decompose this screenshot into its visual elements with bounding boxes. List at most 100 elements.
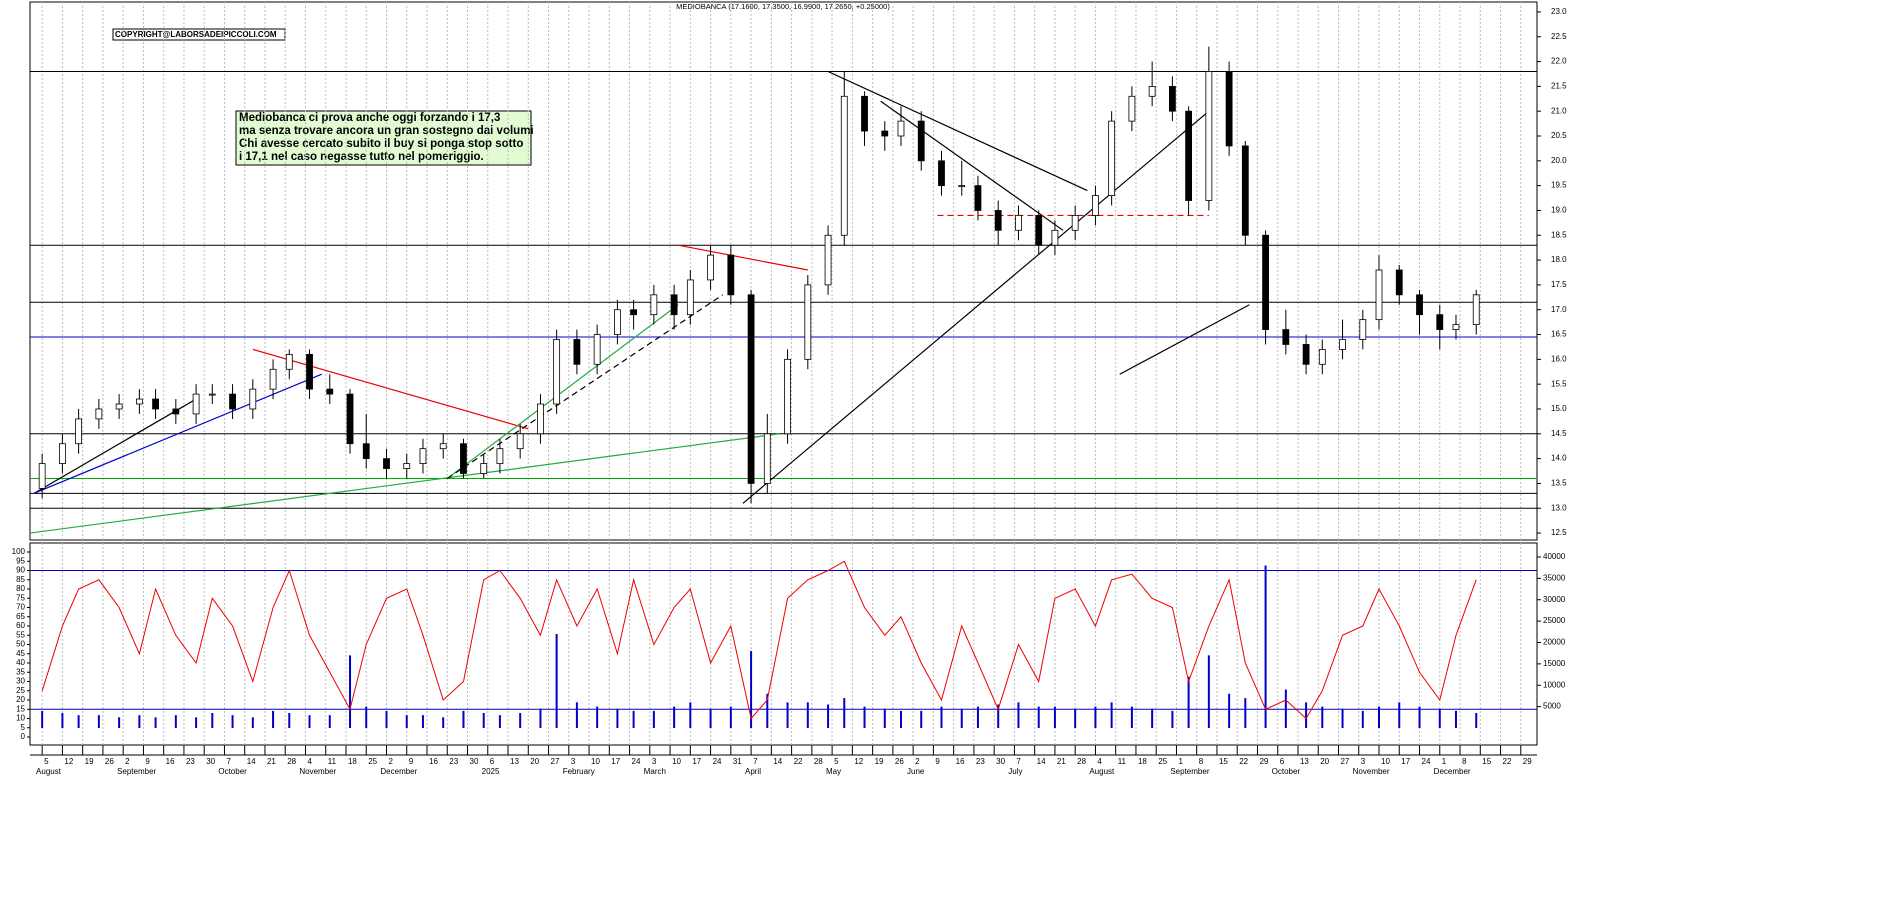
candle-body <box>1092 195 1099 216</box>
candle-body <box>670 294 678 316</box>
y-tick-label: 19.5 <box>1551 181 1567 190</box>
candle-body <box>496 448 504 464</box>
trend-line <box>827 70 1088 192</box>
x-tick-label: 21 <box>1057 757 1066 766</box>
candle-body <box>306 353 313 390</box>
candle-body <box>958 185 966 188</box>
candle-body <box>403 463 411 469</box>
x-tick-label: 7 <box>753 757 758 766</box>
candle-body <box>1375 269 1383 321</box>
y-tick-label: 18.5 <box>1551 230 1567 239</box>
oscillator-line <box>41 560 1477 720</box>
x-tick-label: 12 <box>64 757 73 766</box>
candle-body <box>1051 229 1059 246</box>
month-label: December <box>1434 767 1471 776</box>
candle-body <box>480 463 488 474</box>
candle-body <box>38 463 46 489</box>
candle-body <box>881 130 889 137</box>
candle-body <box>1452 324 1460 330</box>
x-tick-label: 16 <box>956 757 965 766</box>
candle-body <box>1436 314 1444 330</box>
osc-tick-label: 20 <box>16 695 25 704</box>
x-tick-label: 7 <box>1016 757 1021 766</box>
month-label: May <box>826 767 841 776</box>
osc-tick-label: 45 <box>16 649 25 658</box>
x-tick-label: 16 <box>429 757 438 766</box>
candle-body <box>208 393 216 396</box>
candle-body <box>1416 294 1423 316</box>
x-tick-label: 26 <box>105 757 114 766</box>
x-tick-label: 24 <box>1422 757 1431 766</box>
trend-line <box>678 244 808 271</box>
price-frame <box>29 1 1538 541</box>
candle-body <box>59 443 66 464</box>
candle-body <box>784 358 791 435</box>
osc-tick-label: 85 <box>16 575 25 584</box>
candle-body <box>172 408 180 415</box>
osc-tick-label: 50 <box>16 640 25 649</box>
x-tick-label: 18 <box>348 757 357 766</box>
annotation: i 17,1 nel caso negasse tutto nel pomeri… <box>239 151 484 163</box>
osc-tick-label: 95 <box>16 556 25 565</box>
candle-body <box>861 95 868 132</box>
volume-tick-label: 20000 <box>1543 638 1566 647</box>
candle-body <box>686 279 694 316</box>
month-label: 2025 <box>482 767 500 776</box>
x-tick-label: 17 <box>1401 757 1410 766</box>
candle-body <box>707 254 714 281</box>
candle-body <box>897 120 905 137</box>
x-tick-label: 24 <box>713 757 722 766</box>
x-tick-label: 3 <box>571 757 576 766</box>
y-tick-label: 18.0 <box>1551 255 1567 264</box>
x-tick-label: 14 <box>247 757 256 766</box>
volume-tick-label: 30000 <box>1543 595 1566 604</box>
osc-tick-label: 30 <box>16 677 25 686</box>
month-label: February <box>563 767 595 776</box>
candle-body <box>419 448 427 464</box>
y-tick-label: 20.0 <box>1551 156 1567 165</box>
trend-line <box>252 348 529 430</box>
y-tick-label: 17.5 <box>1551 280 1567 289</box>
x-tick-label: 23 <box>976 757 985 766</box>
candle-body <box>974 185 982 211</box>
candle-body <box>1169 85 1176 112</box>
candle-body <box>1282 329 1290 345</box>
x-tick-label: 4 <box>307 757 312 766</box>
month-label: April <box>745 767 761 776</box>
x-tick-label: 7 <box>226 757 231 766</box>
x-tick-label: 24 <box>632 757 641 766</box>
candle-body <box>840 95 848 236</box>
x-tick-label: 30 <box>470 757 479 766</box>
osc-tick-label: 40 <box>16 658 25 667</box>
osc-tick-label: 90 <box>16 566 25 575</box>
x-tick-label: 11 <box>328 757 337 766</box>
candle-body <box>383 458 390 469</box>
x-tick-label: 17 <box>611 757 620 766</box>
x-tick-label: 4 <box>1097 757 1102 766</box>
chart-title: MEDIOBANCA (17.1600, 17.3500, 16.9900, 1… <box>676 2 890 11</box>
month-label: August <box>36 767 62 776</box>
x-tick-label: 22 <box>1503 757 1512 766</box>
candle-body <box>1128 95 1136 122</box>
candle-body <box>1472 294 1480 326</box>
x-tick-label: 2 <box>125 757 130 766</box>
x-tick-label: 5 <box>834 757 839 766</box>
copyright: COPYRIGHT@LABORSADEIPICCOLI.COM <box>115 30 277 39</box>
volume-tick-label: 10000 <box>1543 680 1566 689</box>
candle-body <box>1035 215 1043 246</box>
x-tick-label: 28 <box>814 757 823 766</box>
x-tick-label: 20 <box>530 757 539 766</box>
x-tick-label: 8 <box>1462 757 1467 766</box>
x-tick-label: 27 <box>551 757 560 766</box>
candle-body <box>269 368 277 390</box>
candle-body <box>1395 269 1403 296</box>
osc-tick-label: 60 <box>16 621 25 630</box>
osc-tick-label: 55 <box>16 630 25 639</box>
annotation: Mediobanca ci prova anche oggi forzando … <box>239 112 500 124</box>
candle-body <box>95 408 103 420</box>
candle-body <box>573 339 581 365</box>
y-tick-label: 22.5 <box>1551 32 1567 41</box>
x-tick-label: 1 <box>1442 757 1447 766</box>
x-tick-label: 23 <box>186 757 195 766</box>
